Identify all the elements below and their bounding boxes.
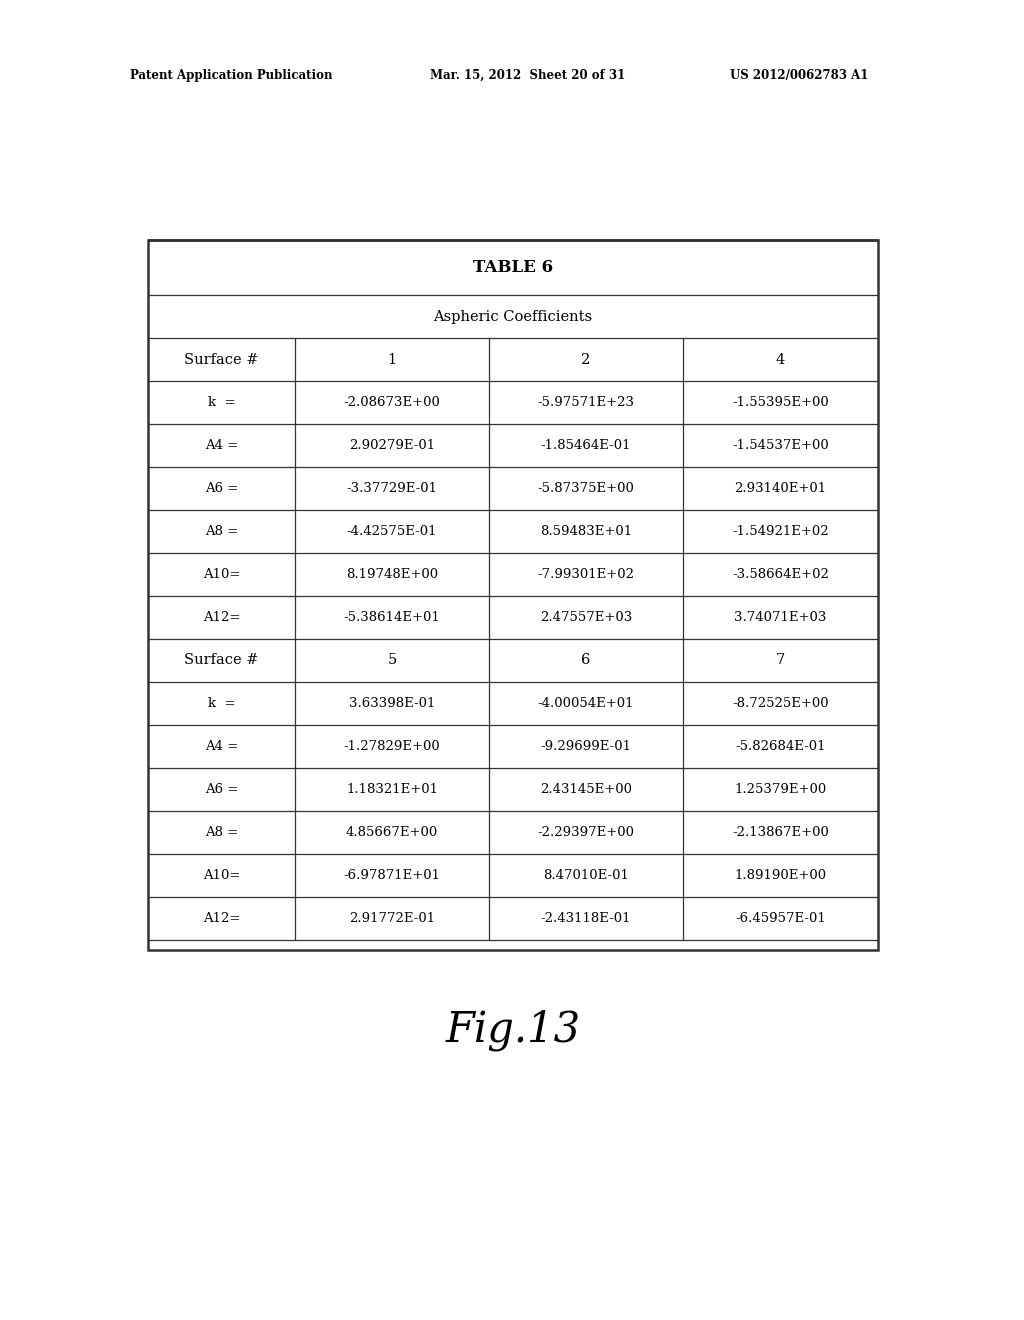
Text: 8.59483E+01: 8.59483E+01 bbox=[540, 525, 632, 539]
Text: US 2012/0062783 A1: US 2012/0062783 A1 bbox=[730, 69, 868, 82]
Text: -1.55395E+00: -1.55395E+00 bbox=[732, 396, 828, 409]
Text: A10=: A10= bbox=[203, 869, 241, 882]
Text: 4.85667E+00: 4.85667E+00 bbox=[346, 826, 438, 840]
Text: 8.19748E+00: 8.19748E+00 bbox=[346, 568, 438, 581]
Text: -5.38614E+01: -5.38614E+01 bbox=[344, 611, 440, 624]
Text: A12=: A12= bbox=[203, 912, 241, 925]
Text: 3.74071E+03: 3.74071E+03 bbox=[734, 611, 826, 624]
Text: -8.72525E+00: -8.72525E+00 bbox=[732, 697, 828, 710]
Text: 2.93140E+01: 2.93140E+01 bbox=[734, 482, 826, 495]
Text: -1.54921E+02: -1.54921E+02 bbox=[732, 525, 828, 539]
Text: 5: 5 bbox=[387, 653, 396, 668]
Text: A12=: A12= bbox=[203, 611, 241, 624]
Text: Aspheric Coefficients: Aspheric Coefficients bbox=[433, 309, 593, 323]
Text: A4 =: A4 = bbox=[205, 741, 239, 752]
Text: 1.18321E+01: 1.18321E+01 bbox=[346, 783, 438, 796]
Text: TABLE 6: TABLE 6 bbox=[473, 259, 553, 276]
Text: k  =: k = bbox=[208, 697, 236, 710]
Text: 2.90279E-01: 2.90279E-01 bbox=[349, 440, 435, 451]
Text: 3.63398E-01: 3.63398E-01 bbox=[349, 697, 435, 710]
Text: -4.00054E+01: -4.00054E+01 bbox=[538, 697, 634, 710]
Text: 1.89190E+00: 1.89190E+00 bbox=[734, 869, 826, 882]
Text: -5.97571E+23: -5.97571E+23 bbox=[538, 396, 635, 409]
Text: A6 =: A6 = bbox=[205, 783, 239, 796]
Text: -6.97871E+01: -6.97871E+01 bbox=[343, 869, 440, 882]
Text: -6.45957E-01: -6.45957E-01 bbox=[735, 912, 826, 925]
Text: -1.27829E+00: -1.27829E+00 bbox=[344, 741, 440, 752]
Text: -3.58664E+02: -3.58664E+02 bbox=[732, 568, 829, 581]
Text: 2.43145E+00: 2.43145E+00 bbox=[540, 783, 632, 796]
Text: 2.47557E+03: 2.47557E+03 bbox=[540, 611, 632, 624]
Text: Surface #: Surface # bbox=[184, 352, 259, 367]
Text: -2.08673E+00: -2.08673E+00 bbox=[344, 396, 440, 409]
Text: A8 =: A8 = bbox=[205, 525, 239, 539]
Text: 7: 7 bbox=[776, 653, 785, 668]
Text: 2: 2 bbox=[582, 352, 591, 367]
Text: Fig.13: Fig.13 bbox=[445, 1008, 581, 1051]
Text: -3.37729E-01: -3.37729E-01 bbox=[346, 482, 437, 495]
Text: -4.42575E-01: -4.42575E-01 bbox=[347, 525, 437, 539]
Text: 2.91772E-01: 2.91772E-01 bbox=[349, 912, 435, 925]
Text: Patent Application Publication: Patent Application Publication bbox=[130, 69, 333, 82]
Text: -2.13867E+00: -2.13867E+00 bbox=[732, 826, 829, 840]
Text: -5.82684E-01: -5.82684E-01 bbox=[735, 741, 825, 752]
Text: -1.54537E+00: -1.54537E+00 bbox=[732, 440, 828, 451]
Text: 1.25379E+00: 1.25379E+00 bbox=[734, 783, 826, 796]
Text: 6: 6 bbox=[582, 653, 591, 668]
Text: Surface #: Surface # bbox=[184, 653, 259, 668]
Text: A10=: A10= bbox=[203, 568, 241, 581]
Text: 8.47010E-01: 8.47010E-01 bbox=[543, 869, 629, 882]
Text: -2.43118E-01: -2.43118E-01 bbox=[541, 912, 631, 925]
Text: -7.99301E+02: -7.99301E+02 bbox=[538, 568, 635, 581]
Text: 4: 4 bbox=[776, 352, 785, 367]
Text: -5.87375E+00: -5.87375E+00 bbox=[538, 482, 635, 495]
Text: 1: 1 bbox=[387, 352, 396, 367]
Text: A6 =: A6 = bbox=[205, 482, 239, 495]
Text: A4 =: A4 = bbox=[205, 440, 239, 451]
Text: A8 =: A8 = bbox=[205, 826, 239, 840]
Text: -2.29397E+00: -2.29397E+00 bbox=[538, 826, 635, 840]
Text: Mar. 15, 2012  Sheet 20 of 31: Mar. 15, 2012 Sheet 20 of 31 bbox=[430, 69, 626, 82]
Text: k  =: k = bbox=[208, 396, 236, 409]
Bar bbox=[148, 240, 878, 950]
Text: -9.29699E-01: -9.29699E-01 bbox=[541, 741, 632, 752]
Text: -1.85464E-01: -1.85464E-01 bbox=[541, 440, 631, 451]
